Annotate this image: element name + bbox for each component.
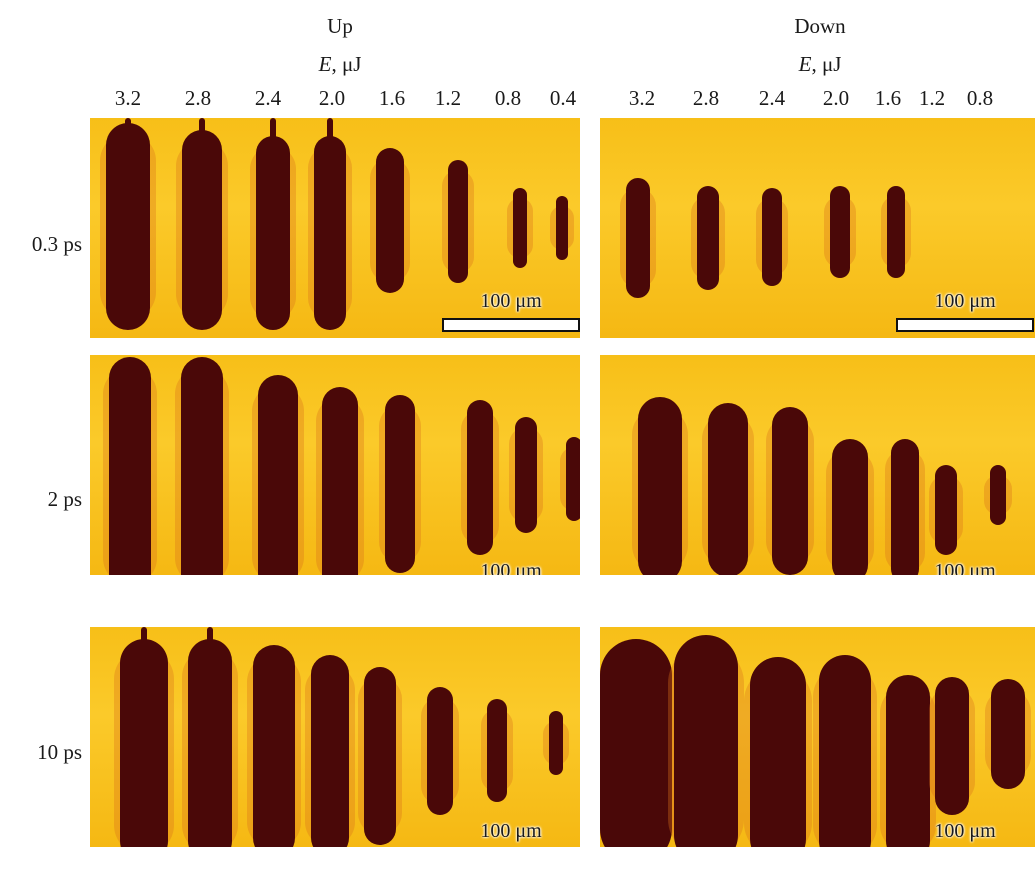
ablation-track <box>507 188 533 268</box>
ablation-tracks <box>100 118 574 330</box>
ablation-tracks <box>620 178 911 298</box>
ablation-track <box>881 186 911 278</box>
scale-bar <box>896 318 1034 332</box>
ablation-track <box>984 465 1012 525</box>
scale-bar-label: 100 μm <box>480 820 542 842</box>
ablation-track <box>550 196 574 260</box>
energy-tick-up-4: 1.6 <box>378 86 406 110</box>
energy-tick-down-3: 2.0 <box>822 86 850 110</box>
energy-tick-up-2: 2.4 <box>254 86 282 110</box>
ablation-tracks <box>103 357 580 575</box>
micrograph-down-0-3ps: 100 μm <box>600 118 1035 338</box>
ablation-track <box>305 655 355 847</box>
ablation-tracks <box>600 635 1031 847</box>
ablation-track <box>316 387 364 575</box>
energy-tick-down-0: 3.2 <box>628 86 656 110</box>
energy-tick-up-3: 2.0 <box>318 86 346 110</box>
ablation-track <box>182 627 238 847</box>
scale-bar-label: 100 μm <box>934 560 996 575</box>
row-label-0-3ps: 0.3 ps <box>31 232 82 256</box>
energy-tick-up-6: 0.8 <box>494 86 522 110</box>
scale-bar <box>442 318 580 332</box>
ablation-track <box>826 439 874 575</box>
micrograph-up-2ps: 100 μm <box>90 355 580 575</box>
ablation-track <box>620 178 656 298</box>
ablation-track <box>461 400 499 555</box>
energy-axis-label-down: E, μJ <box>770 52 870 77</box>
ablation-tracks <box>114 627 569 847</box>
ablation-track <box>358 667 402 845</box>
ablation-track <box>929 465 963 555</box>
energy-unit: , μJ <box>811 52 842 76</box>
ablation-track <box>421 687 459 815</box>
ablation-track <box>481 699 513 802</box>
column-title-down: Down <box>794 14 846 38</box>
ablation-track <box>885 439 925 575</box>
ablation-track <box>379 395 421 573</box>
energy-axis-label-up: E, μJ <box>290 52 390 77</box>
ablation-track <box>114 627 174 847</box>
ablation-track <box>308 118 352 330</box>
ablation-track <box>543 711 569 775</box>
scale-bar-label: 100 μm <box>480 560 542 575</box>
ablation-track <box>632 397 688 575</box>
row-label-10ps: 10 ps <box>37 740 82 764</box>
ablation-track <box>176 118 228 330</box>
energy-tick-up-1: 2.8 <box>184 86 212 110</box>
energy-tick-down-5: 1.2 <box>918 86 946 110</box>
micrograph-up-10ps: 100 μm <box>90 627 580 847</box>
energy-symbol: E <box>798 52 812 76</box>
ablation-track <box>103 357 157 575</box>
ablation-track <box>766 407 814 575</box>
energy-tick-down-2: 2.4 <box>758 86 786 110</box>
ablation-tracks <box>632 397 1012 575</box>
energy-tick-up-0: 3.2 <box>114 86 142 110</box>
ablation-track <box>702 403 754 575</box>
micrograph-down-10ps: 100 μm <box>600 627 1035 847</box>
micrograph-up-0-3ps: 100 μm <box>90 118 580 338</box>
ablation-track <box>250 118 296 330</box>
ablation-track <box>252 375 304 575</box>
scale-bar-label: 100 μm <box>934 820 996 842</box>
ablation-track <box>175 357 229 575</box>
micrograph-down-2ps: 100 μm <box>600 355 1035 575</box>
ablation-track <box>668 635 744 847</box>
row-label-2ps: 2 ps <box>47 487 82 511</box>
ablation-track <box>756 188 788 286</box>
ablation-track <box>691 186 725 290</box>
energy-tick-up-5: 1.2 <box>434 86 462 110</box>
ablation-track <box>370 148 410 293</box>
ablation-track <box>985 679 1031 789</box>
scale-bar-label: 100 μm <box>934 290 996 312</box>
energy-tick-down-4: 1.6 <box>874 86 902 110</box>
ablation-track <box>247 645 301 847</box>
energy-symbol: E <box>318 52 332 76</box>
ablation-track <box>744 657 812 847</box>
energy-tick-up-7: 0.4 <box>549 86 577 110</box>
ablation-track <box>880 675 936 847</box>
scale-bar-label: 100 μm <box>480 290 542 312</box>
energy-tick-down-6: 0.8 <box>966 86 994 110</box>
energy-tick-down-1: 2.8 <box>692 86 720 110</box>
ablation-track <box>600 639 678 847</box>
ablation-track <box>560 437 580 521</box>
ablation-track <box>813 655 877 847</box>
ablation-track <box>442 160 474 283</box>
ablation-track <box>100 118 156 330</box>
column-title-up: Up <box>327 14 353 38</box>
ablation-track <box>929 677 975 815</box>
energy-unit: , μJ <box>331 52 362 76</box>
ablation-track <box>824 186 856 278</box>
ablation-track <box>509 417 543 533</box>
